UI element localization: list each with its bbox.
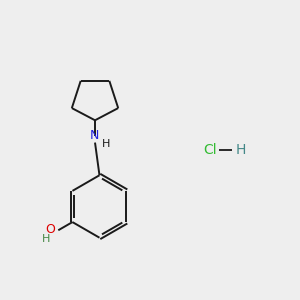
Text: N: N — [89, 129, 99, 142]
Text: O: O — [45, 223, 55, 236]
Text: Cl: Cl — [203, 143, 217, 157]
Text: H: H — [102, 139, 110, 149]
Text: H: H — [236, 143, 246, 157]
Text: H: H — [42, 234, 50, 244]
